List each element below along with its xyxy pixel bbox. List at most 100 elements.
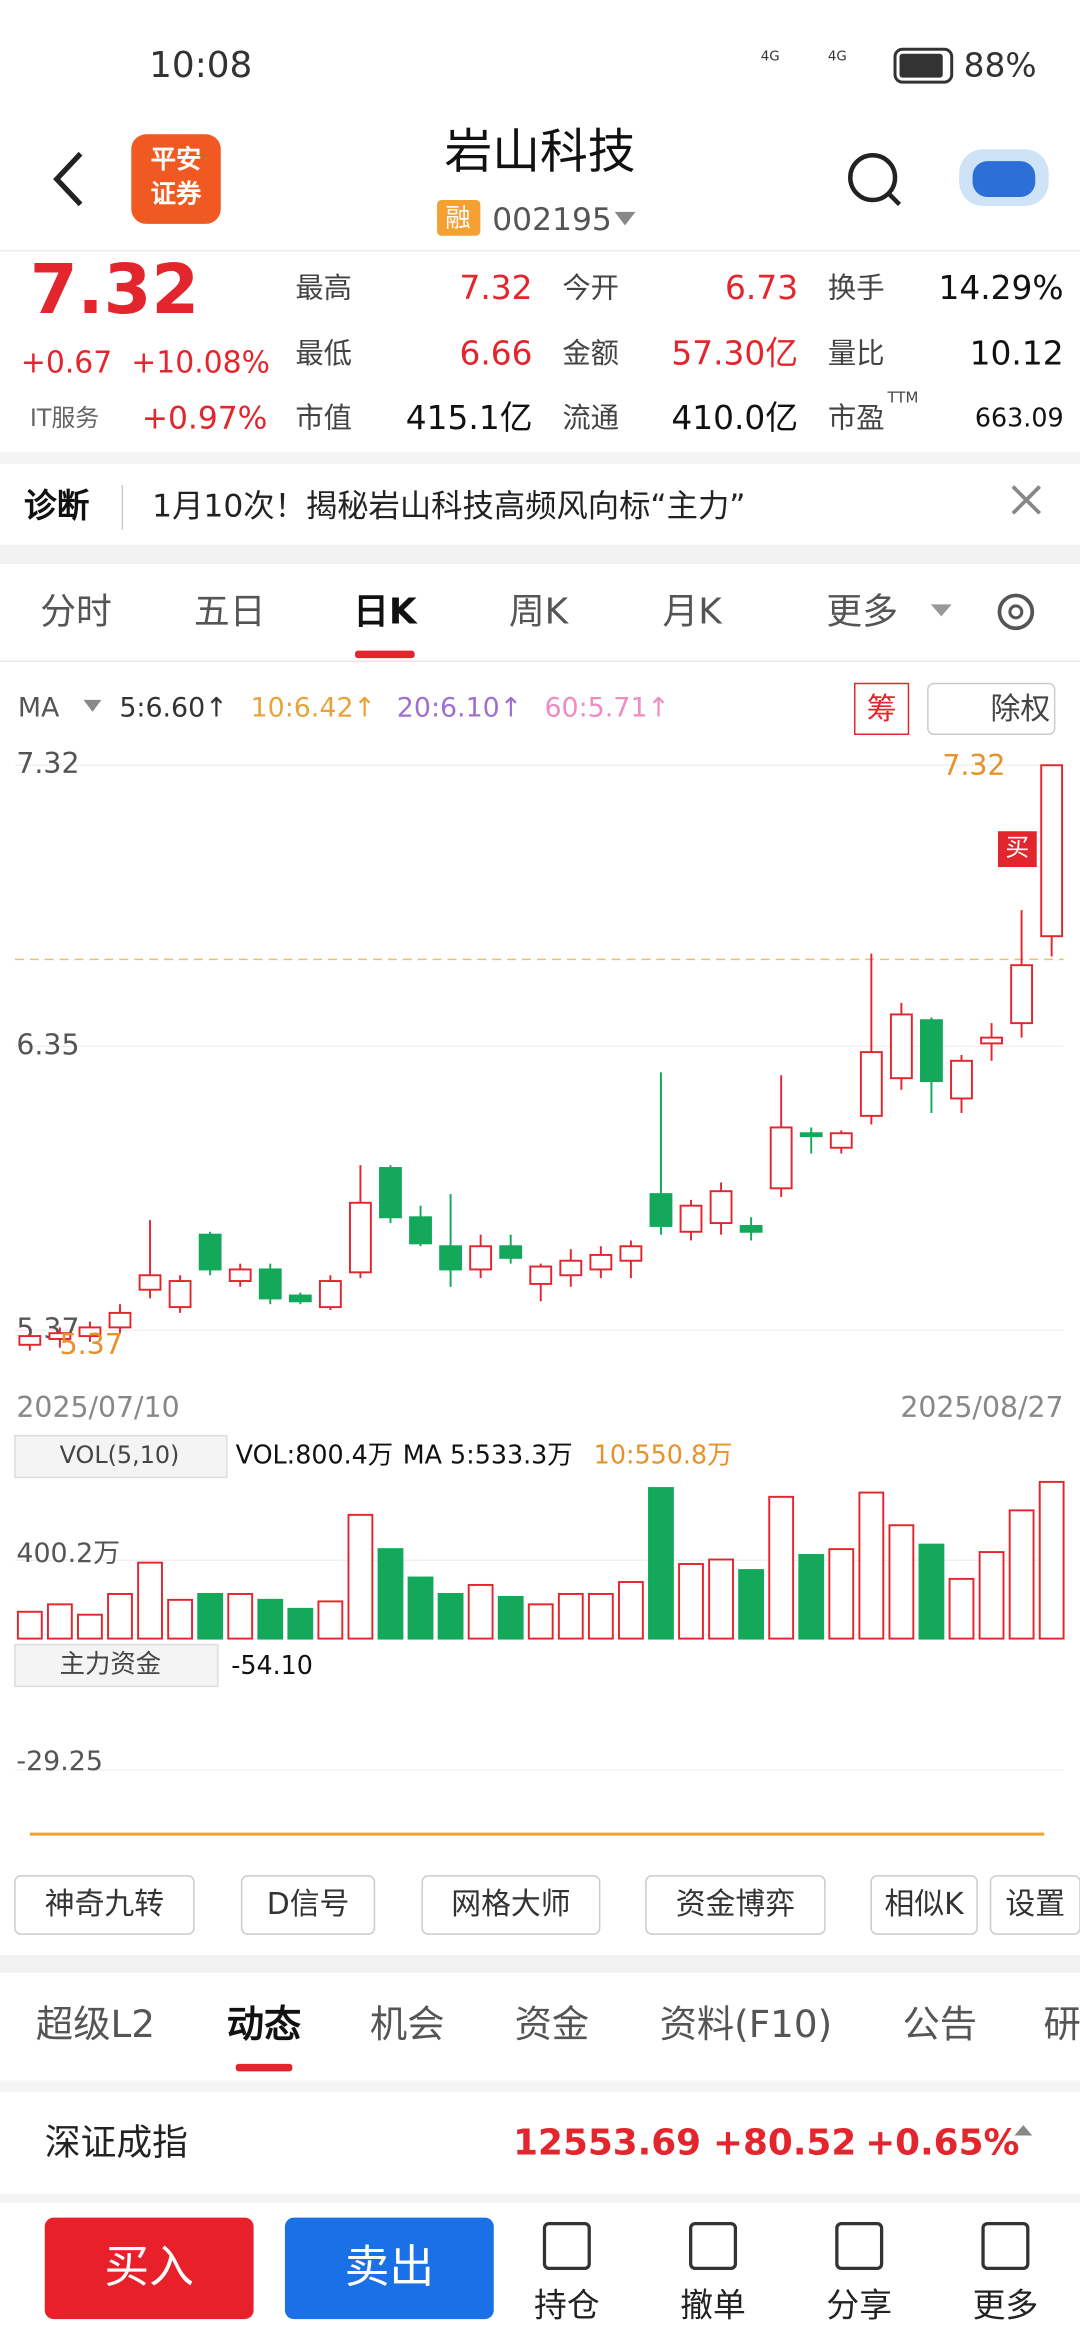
- stat-value: 6.66: [459, 335, 532, 373]
- candle-body: [859, 1051, 883, 1117]
- close-button[interactable]: [1011, 485, 1042, 515]
- logo-text: 证券: [151, 178, 202, 208]
- tool-button-text: 神奇九转: [45, 1887, 164, 1922]
- volume-bar: [107, 1592, 133, 1640]
- date-label: 2025/08/27: [900, 1391, 1063, 1424]
- info-tab[interactable]: 动态: [227, 2002, 302, 2046]
- stock-code: 002195: [492, 202, 612, 238]
- last-price: 7.32: [30, 250, 199, 330]
- buy-button[interactable]: [44, 2217, 254, 2320]
- indicator-name[interactable]: VOL(5,10): [60, 1441, 180, 1469]
- action-icon[interactable]: [981, 2221, 1030, 2271]
- stat-label: 流通: [562, 401, 619, 434]
- tool-button[interactable]: [14, 1875, 195, 1935]
- broker-logo: [131, 134, 221, 224]
- info-tab[interactable]: 研: [1043, 2002, 1080, 2046]
- action-icon[interactable]: [689, 2221, 738, 2271]
- action-icon[interactable]: [835, 2221, 884, 2271]
- index-change-pct: +0.65%: [865, 2122, 1019, 2163]
- stat-value: 7.32: [459, 269, 532, 307]
- stat-label: 量比: [828, 337, 885, 370]
- candle-body: [18, 1335, 42, 1346]
- back-button[interactable]: [53, 151, 83, 207]
- action-label[interactable]: 撤单: [680, 2287, 746, 2325]
- candle-body: [589, 1253, 613, 1271]
- indicator-name[interactable]: 主力资金: [60, 1648, 161, 1678]
- index-value: 12553.69: [513, 2122, 701, 2163]
- stat-value: 57.30亿: [671, 335, 798, 373]
- volume-bar: [437, 1592, 464, 1640]
- candle-body: [679, 1204, 703, 1233]
- tool-button[interactable]: [870, 1875, 978, 1935]
- candle-body: [318, 1280, 342, 1309]
- search-button[interactable]: [848, 152, 898, 203]
- low-label: 5.37: [60, 1328, 123, 1361]
- stat-value: 10.12: [970, 335, 1064, 373]
- index-change: +80.52: [713, 2122, 856, 2163]
- settings-icon[interactable]: [997, 593, 1035, 631]
- volume-bar: [618, 1581, 644, 1640]
- volume-bar: [467, 1583, 494, 1640]
- tool-button[interactable]: [421, 1875, 601, 1935]
- indicator-selector[interactable]: [14, 1643, 219, 1688]
- y-tick-label: 6.35: [16, 1028, 79, 1061]
- candle-body: [108, 1311, 132, 1329]
- candle-body: [980, 1036, 1003, 1045]
- expand-icon[interactable]: [1014, 2125, 1033, 2136]
- exright-button[interactable]: [927, 682, 1056, 735]
- volume-bar: [227, 1592, 254, 1640]
- tool-button[interactable]: [645, 1875, 826, 1935]
- sell-button[interactable]: [284, 2217, 494, 2320]
- candle-body: [138, 1274, 162, 1291]
- tool-button[interactable]: [240, 1875, 376, 1935]
- action-label[interactable]: 更多: [973, 2287, 1039, 2325]
- volume-bar: [1008, 1509, 1035, 1640]
- volume-bar: [648, 1487, 674, 1640]
- settings-button-text: 设置: [1005, 1887, 1065, 1922]
- volume-bar: [287, 1607, 314, 1640]
- action-label[interactable]: 持仓: [534, 2287, 600, 2325]
- diagnosis-text[interactable]: 1月10次！揭秘岩山科技高频风向标“主力”: [152, 488, 745, 524]
- action-label[interactable]: 分享: [826, 2287, 892, 2325]
- ma-value: 60:5.71↑: [544, 692, 669, 723]
- settings-button[interactable]: [989, 1875, 1080, 1935]
- info-tab[interactable]: 资金: [515, 2002, 590, 2046]
- dropdown-icon[interactable]: [614, 211, 636, 226]
- info-tab[interactable]: 机会: [370, 2002, 445, 2046]
- stat-value: 410.0亿: [671, 399, 798, 437]
- y-tick-label: 400.2万: [16, 1538, 120, 1569]
- margin-badge: [437, 199, 481, 236]
- buy-button-text[interactable]: 买入: [104, 2240, 193, 2293]
- chip-button-text: 筹: [867, 692, 897, 727]
- candle-body: [258, 1268, 282, 1300]
- chart-tab[interactable]: 日K: [353, 591, 418, 632]
- action-icon[interactable]: [542, 2221, 591, 2271]
- ma-label[interactable]: MA: [18, 692, 60, 723]
- margin-badge-text: 融: [445, 202, 470, 232]
- info-tab[interactable]: 公告: [902, 2002, 977, 2046]
- chart-tab[interactable]: 周K: [509, 591, 570, 632]
- dropdown-icon[interactable]: [930, 604, 952, 617]
- ma-value: 10:6.42↑: [251, 692, 376, 723]
- chart-tab[interactable]: 月K: [663, 591, 724, 632]
- info-tab[interactable]: 超级L2: [36, 2002, 155, 2046]
- index-name[interactable]: 深证成指: [45, 2122, 188, 2163]
- candle-body: [48, 1332, 72, 1340]
- chip-button[interactable]: [854, 682, 910, 735]
- indicator-selector[interactable]: [14, 1434, 228, 1479]
- sector-name: IT服务: [30, 404, 99, 432]
- sell-button-text[interactable]: 卖出: [345, 2240, 434, 2293]
- ma-value: 5:6.60↑: [119, 692, 227, 723]
- candle-body: [799, 1132, 823, 1138]
- date-label: 2025/07/10: [16, 1391, 179, 1424]
- chart-tab[interactable]: 更多: [826, 591, 898, 632]
- chart-tab[interactable]: 五日: [194, 591, 266, 632]
- price-change-pct: +10.08%: [131, 346, 270, 381]
- dropdown-icon[interactable]: [83, 699, 102, 712]
- candle-body: [559, 1259, 583, 1277]
- stat-value: 6.73: [725, 269, 798, 307]
- chart-tab[interactable]: 分时: [40, 591, 112, 632]
- candle-body: [78, 1326, 102, 1338]
- info-tab[interactable]: 资料(F10): [660, 2002, 833, 2046]
